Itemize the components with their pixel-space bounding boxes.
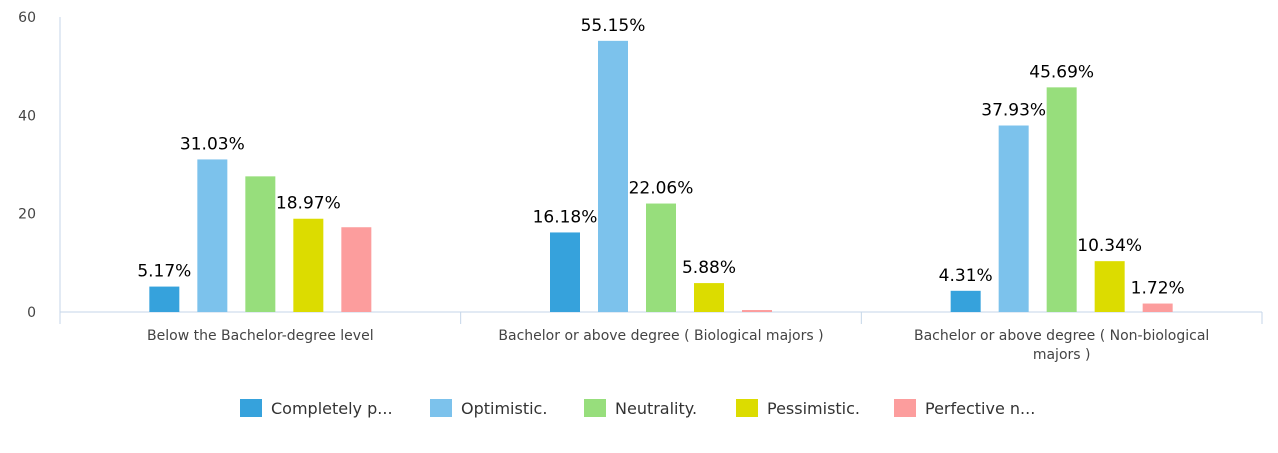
legend-swatch	[430, 399, 452, 417]
data-label: 1.72%	[1131, 279, 1185, 299]
bar	[950, 290, 981, 312]
legend-swatch	[584, 399, 606, 417]
bar	[245, 176, 276, 312]
data-label: 55.15%	[581, 16, 646, 36]
data-label: 10.34%	[1077, 236, 1142, 256]
category-label: Bachelor or above degree ( Non-biologica…	[914, 328, 1209, 344]
data-label: 5.17%	[137, 262, 191, 282]
legend-swatch	[240, 399, 262, 417]
bar	[1094, 261, 1125, 312]
bar	[197, 159, 228, 312]
legend-swatch	[736, 399, 758, 417]
data-label: 5.88%	[682, 258, 736, 278]
legend-label: Optimistic.	[461, 399, 547, 418]
category-label: majors )	[1033, 347, 1091, 363]
legend-swatch	[894, 399, 916, 417]
data-label: 4.31%	[939, 266, 993, 286]
bar	[149, 286, 180, 312]
category-label: Below the Bachelor-degree level	[147, 328, 374, 344]
data-label: 37.93%	[981, 101, 1046, 121]
category-label: Bachelor or above degree ( Biological ma…	[498, 328, 823, 344]
bar	[550, 232, 580, 312]
bar	[598, 40, 628, 313]
data-label: 16.18%	[533, 207, 598, 227]
y-tick-label: 20	[18, 207, 36, 223]
bar	[646, 203, 676, 312]
legend-label: Perfective n...	[925, 399, 1035, 418]
bar	[341, 227, 372, 312]
y-tick-label: 40	[18, 108, 36, 124]
bar	[1046, 87, 1077, 312]
bar	[998, 125, 1029, 312]
bar	[742, 310, 772, 312]
data-label: 31.03%	[180, 134, 245, 154]
bar	[1142, 303, 1173, 312]
data-label: 18.97%	[276, 194, 341, 214]
bar	[293, 218, 324, 312]
bar	[694, 283, 724, 312]
legend-label: Completely p...	[271, 399, 393, 418]
legend-label: Neutrality.	[615, 399, 697, 418]
legend-label: Pessimistic.	[767, 399, 860, 418]
y-tick-label: 60	[18, 10, 36, 26]
data-label: 45.69%	[1029, 62, 1094, 82]
data-label: 22.06%	[629, 179, 694, 199]
y-tick-label: 0	[27, 305, 36, 321]
